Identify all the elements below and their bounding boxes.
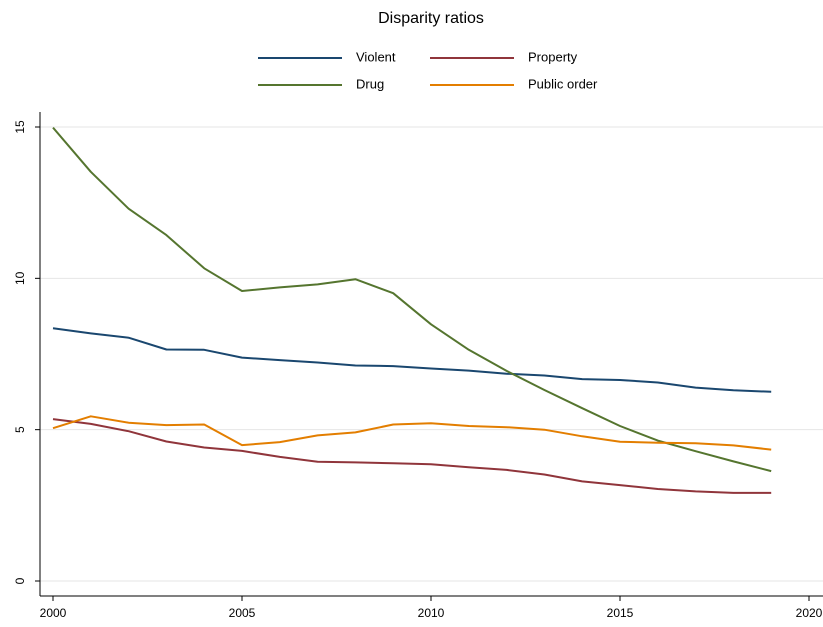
series-line-public-order bbox=[52, 415, 772, 451]
chart-title: Disparity ratios bbox=[378, 10, 484, 27]
x-tick-label: 2005 bbox=[229, 606, 256, 620]
series-line-drug bbox=[52, 126, 772, 473]
series-lines bbox=[52, 126, 772, 494]
x-tick-label: 2015 bbox=[607, 606, 634, 620]
y-tick-label: 0 bbox=[13, 577, 27, 584]
legend-label-property: Property bbox=[528, 49, 578, 64]
x-tick-label: 2020 bbox=[796, 606, 823, 620]
legend-label-violent: Violent bbox=[356, 49, 396, 64]
x-tick-label: 2010 bbox=[418, 606, 445, 620]
legend: Violent Property Drug Public order bbox=[258, 49, 598, 91]
y-tick-label: 5 bbox=[13, 426, 27, 433]
tick-labels: 0 5 10 15 2000 2005 2010 2015 2020 bbox=[13, 120, 822, 620]
series-line-violent bbox=[52, 327, 772, 393]
legend-label-drug: Drug bbox=[356, 76, 384, 91]
y-tick-label: 10 bbox=[13, 271, 27, 285]
legend-label-public-order: Public order bbox=[528, 76, 598, 91]
grid-lines bbox=[40, 126, 823, 582]
x-tick-label: 2000 bbox=[40, 606, 67, 620]
series-line-property bbox=[52, 418, 772, 494]
y-tick-label: 15 bbox=[13, 120, 27, 134]
